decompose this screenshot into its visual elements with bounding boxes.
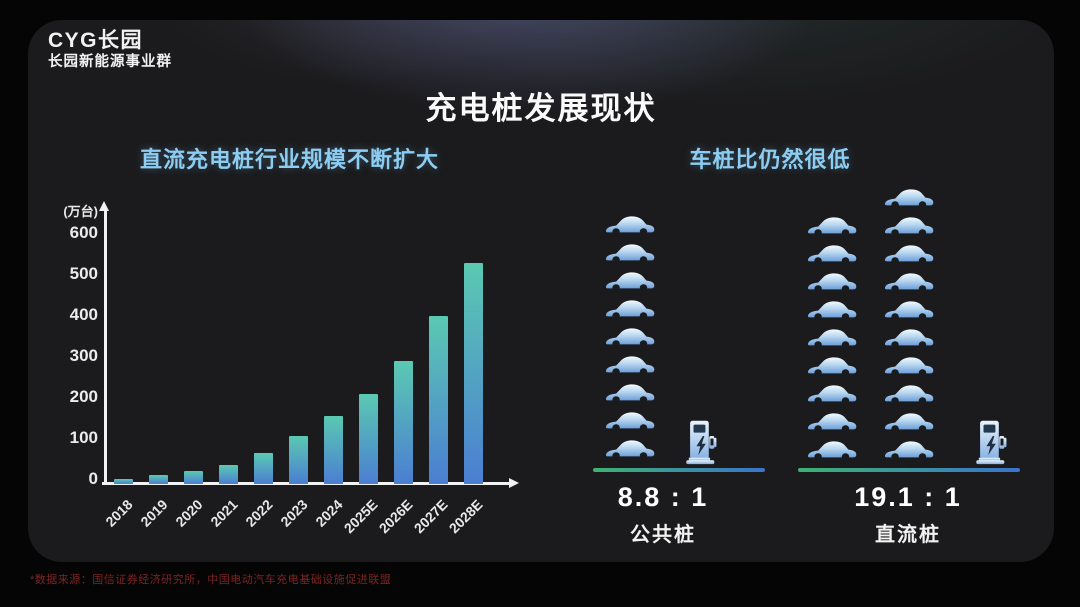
car-icons-column — [882, 185, 936, 465]
car-icons-column — [805, 213, 859, 465]
slide-card: CYG长园 长园新能源事业群 充电桩发展现状 直流充电桩行业规模不断扩大 车桩比… — [28, 20, 1054, 562]
car-icon — [605, 384, 655, 404]
chart-bar — [114, 479, 133, 484]
y-axis-tick-label: 100 — [69, 428, 98, 447]
ratio-group-dc-piles: 19.1 : 1 直流桩 — [790, 160, 1026, 560]
car-icon — [884, 273, 934, 293]
chart-bar — [359, 393, 378, 484]
y-axis-tick-label: 400 — [69, 305, 98, 324]
chart-bar — [254, 452, 273, 484]
ratio-group-public-piles: 8.8 : 1 公共桩 — [563, 188, 765, 562]
y-axis-tick-label: 300 — [69, 346, 98, 365]
charging-pile-icon — [685, 418, 719, 471]
car-icon — [807, 217, 857, 237]
car-icon — [807, 441, 857, 461]
car-icon — [807, 245, 857, 265]
y-axis-tick-label: 600 — [69, 223, 98, 242]
chart-bar — [429, 315, 448, 484]
car-icon — [884, 441, 934, 461]
car-icon — [884, 413, 934, 433]
x-axis-arrow-icon — [509, 477, 519, 488]
ratio-value: 8.8 : 1 — [617, 482, 709, 512]
car-icon — [807, 357, 857, 377]
car-icon — [884, 385, 934, 405]
car-icon — [807, 273, 857, 293]
chart-bar — [149, 475, 168, 484]
car-icon — [807, 301, 857, 321]
chart-bar — [324, 416, 343, 484]
car-icons-column — [603, 212, 657, 464]
y-axis-unit-label: (万台) — [63, 204, 98, 219]
chart-bar — [219, 464, 238, 484]
car-icon — [884, 357, 934, 377]
y-axis-tick-label: 200 — [69, 387, 98, 406]
car-icon — [884, 217, 934, 237]
bar-chart: (万台) 0 100 200 300 400 500 600 2018 2019 2020 2021… — [28, 20, 1054, 562]
car-icon — [884, 329, 934, 349]
chart-bar — [184, 471, 203, 484]
y-axis-line — [104, 210, 107, 484]
car-icon — [605, 300, 655, 320]
logo-line1: CYG长园 — [48, 29, 144, 52]
car-icon — [884, 245, 934, 265]
car-icon — [605, 412, 655, 432]
ratio-label: 公共桩 — [630, 524, 696, 546]
car-icon — [605, 216, 655, 236]
car-icon — [605, 244, 655, 264]
logo-line2: 长园新能源事业群 — [48, 54, 172, 70]
y-axis-tick-label: 0 — [88, 469, 98, 488]
car-icon — [807, 329, 857, 349]
chart-bar — [289, 435, 308, 484]
page-title: 充电桩发展现状 — [425, 91, 657, 126]
car-icon — [605, 356, 655, 376]
charging-pile-icon — [975, 418, 1009, 471]
chart-bar — [394, 361, 413, 484]
ratio-value: 19.1 : 1 — [854, 482, 962, 512]
car-icon — [807, 385, 857, 405]
car-icon — [807, 413, 857, 433]
car-icon — [884, 189, 934, 209]
ratio-label: 直流桩 — [875, 524, 941, 546]
y-axis-tick-label: 500 — [69, 264, 98, 283]
data-source-footnote: *数据来源：国信证券经济研究所，中国电动汽车充电基础设施促进联盟 — [30, 574, 392, 586]
car-icon — [605, 272, 655, 292]
car-icon — [605, 440, 655, 460]
gradient-underline — [798, 468, 1020, 472]
chart-subtitle: 直流充电桩行业规模不断扩大 — [140, 147, 440, 172]
y-axis-arrow-icon — [99, 201, 109, 211]
company-logo: CYG长园 长园新能源事业群 — [48, 29, 172, 72]
car-icon — [884, 301, 934, 321]
chart-bar — [464, 262, 483, 484]
gradient-underline — [593, 468, 765, 472]
ratio-subtitle: 车桩比仍然很低 — [689, 147, 851, 172]
car-icon — [605, 328, 655, 348]
